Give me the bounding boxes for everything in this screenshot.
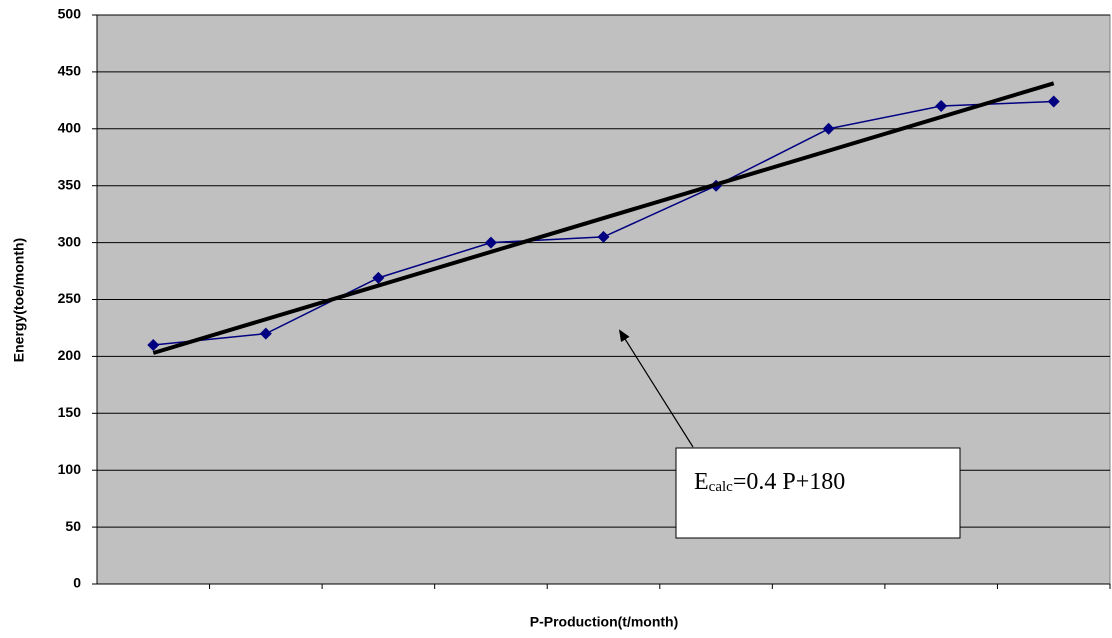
annotation-subscript: calc: [709, 479, 733, 495]
annotation-rest: =0.4 P+180: [733, 469, 845, 495]
data-point: [1047, 95, 1060, 108]
data-point: [259, 327, 272, 340]
data-point: [147, 339, 160, 352]
data-point: [822, 122, 835, 135]
data-point: [484, 236, 497, 249]
annotation-main: E: [694, 469, 709, 495]
data-point: [935, 100, 948, 113]
annotation-box: [675, 447, 961, 539]
y-tick-label: 350: [58, 176, 82, 192]
annotation-arrow: [618, 329, 694, 448]
y-tick-label: 50: [65, 518, 81, 534]
data-point: [597, 230, 610, 243]
x-axis-label: P-Production(t/month): [530, 614, 679, 630]
y-tick-label: 250: [58, 290, 82, 306]
y-tick-label: 100: [58, 461, 82, 477]
annotation-group: Ecalc=0.4 P+180: [618, 329, 961, 539]
trend-line: [152, 81, 1055, 355]
y-tick-label: 450: [58, 63, 82, 79]
y-tick-label: 200: [58, 347, 82, 363]
y-tick-label: 300: [58, 233, 82, 249]
annotation-text: Ecalc=0.4 P+180: [694, 469, 845, 496]
plot: 0 50 100 150 200 250 300 350 400 450 500: [58, 6, 1111, 591]
y-tick-label: 150: [58, 404, 82, 420]
y-tick-label: 400: [58, 120, 82, 136]
y-tick-label: 500: [58, 6, 82, 22]
data-point: [372, 271, 385, 284]
y-axis-label: Energy(toe/month): [11, 238, 27, 362]
y-tick-label: 0: [73, 575, 81, 591]
